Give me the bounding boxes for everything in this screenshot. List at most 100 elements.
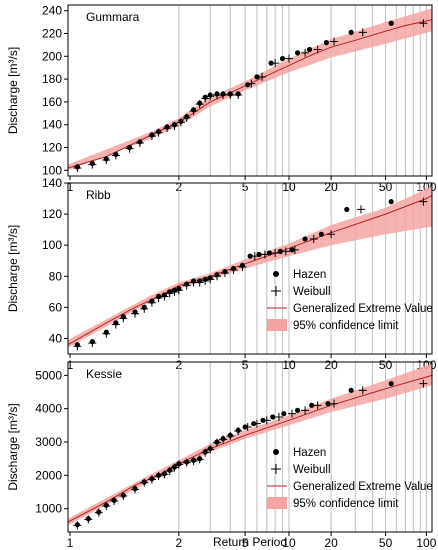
hazen-point: [256, 251, 262, 258]
plot-area: [68, 5, 432, 176]
legend-weibull-symbol: [271, 286, 281, 296]
hazen-point: [235, 427, 241, 433]
hazen-point: [171, 464, 178, 470]
hazen-point: [247, 253, 253, 259]
legend-ci-symbol: [267, 319, 287, 331]
site-title: Ribb: [86, 188, 111, 202]
legend-label: Weibull: [293, 464, 331, 476]
hazen-point: [281, 411, 287, 417]
x-tick-label: 100: [416, 536, 436, 550]
hazen-point: [89, 160, 95, 167]
legend-weibull-symbol: [271, 464, 281, 474]
hazen-point: [120, 314, 126, 320]
hazen-point: [227, 91, 233, 97]
hazen-point: [161, 471, 168, 477]
y-tick-label: 200: [42, 49, 62, 63]
hazen-point: [294, 407, 301, 413]
weibull-point: [309, 234, 318, 243]
legend-label: Hazen: [293, 447, 326, 459]
hazen-point: [149, 132, 155, 138]
weibull-point: [419, 19, 428, 28]
hazen-point: [113, 320, 119, 326]
weibull-point: [419, 197, 428, 206]
y-tick-label: 140: [42, 118, 62, 132]
hazen-point: [120, 492, 126, 498]
weibull-point: [313, 45, 322, 54]
hazen-point: [207, 446, 213, 452]
y-axis-label: Discharge [m³/s]: [6, 225, 20, 312]
x-tick-label: 1: [67, 536, 74, 550]
hazen-point: [323, 40, 330, 46]
weibull-point: [419, 379, 428, 388]
y-tick-label: 120: [42, 207, 62, 221]
hazen-point: [74, 164, 80, 170]
weibull-point: [356, 205, 365, 214]
hazen-point: [190, 107, 197, 113]
panel-ribb: 406080100120140125102050100Discharge [m³…: [6, 176, 437, 372]
x-axis-label: Return Period: [213, 535, 287, 549]
hazen-point: [164, 124, 170, 130]
hazen-point: [96, 509, 102, 515]
hazen-point: [184, 114, 190, 120]
x-tick-label: 1: [67, 180, 74, 194]
hazen-point: [171, 122, 178, 128]
hazen-point: [227, 432, 233, 438]
hazen-point: [141, 304, 147, 310]
y-tick-label: 2000: [35, 468, 62, 482]
hazen-point: [85, 516, 91, 522]
weibull-point: [358, 28, 367, 37]
x-tick-label: 50: [379, 536, 393, 550]
x-tick-label: 2: [176, 536, 183, 550]
hazen-point: [132, 309, 138, 315]
hazen-point: [207, 275, 213, 281]
hazen-point: [239, 262, 246, 268]
hazen-point: [268, 60, 274, 66]
site-title: Kessie: [86, 367, 122, 381]
hazen-point: [197, 456, 203, 462]
hazen-point: [245, 82, 251, 88]
hazen-point: [220, 91, 226, 97]
legend-hazen-symbol: [273, 271, 279, 277]
weibull-point: [313, 401, 322, 410]
hazen-point: [344, 206, 350, 213]
weibull-point: [301, 406, 310, 415]
y-tick-label: 1000: [35, 502, 62, 516]
hazen-point: [348, 29, 354, 35]
weibull-point: [327, 230, 336, 239]
hazen-point: [149, 298, 155, 304]
hazen-point: [103, 502, 109, 508]
weibull-point: [288, 409, 297, 418]
hazen-point: [214, 272, 220, 278]
hazen-point: [178, 118, 184, 124]
confidence-band: [68, 8, 432, 171]
hazen-point: [155, 128, 162, 135]
confidence-band: [68, 186, 432, 348]
gev-line: [68, 194, 432, 346]
hazen-point: [176, 286, 182, 292]
confidence-band: [68, 363, 432, 526]
y-tick-label: 160: [42, 95, 62, 109]
hazen-point: [74, 342, 80, 348]
weibull-point: [281, 247, 290, 256]
weibull-point: [285, 54, 294, 63]
y-tick-label: 180: [42, 72, 62, 86]
hazen-point: [184, 281, 190, 287]
legend-hazen-symbol: [273, 449, 279, 455]
x-tick-label: 10: [282, 536, 296, 550]
hazen-point: [260, 417, 266, 423]
hazen-point: [254, 74, 260, 80]
hazen-point: [161, 292, 168, 298]
plot-frame: [67, 361, 433, 533]
legend: Hazen Weibull Generalized Extreme Value 95%…: [267, 269, 433, 332]
legend-label: Hazen: [293, 269, 326, 281]
gev-line: [68, 374, 432, 523]
hazen-point: [348, 387, 354, 393]
hazen-point: [289, 247, 295, 253]
hazen-point: [126, 144, 133, 151]
hazen-point: [197, 278, 203, 284]
panel-kessie: 1000 2000 3000 4000 5000 1 2 5 10 20 50 100 Discharg…: [6, 361, 437, 550]
hazen-point: [137, 139, 143, 145]
legend-label: Weibull: [293, 286, 331, 298]
legend-label: Generalized Extreme Value: [293, 303, 433, 315]
